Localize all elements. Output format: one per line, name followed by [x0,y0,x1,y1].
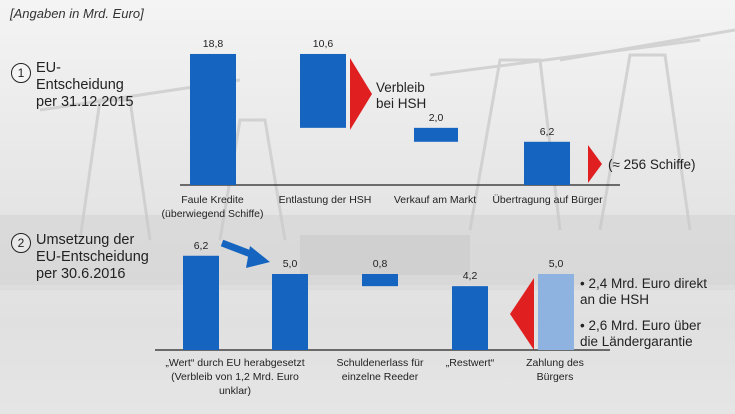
chart1-red-arrow-schiffe [588,145,602,183]
chart1-value-label-1: 18,8 [202,37,224,50]
bullet-landergarantie: • 2,6 Mrd. Euro über die Ländergarantie [580,318,702,349]
chart1-value-label-3: 2,0 [428,111,444,124]
chart1-category-label-3: Verkauf am Markt [393,194,477,206]
chart1-value-label-4: 6,2 [539,125,555,138]
chart1-bar-4 [524,141,570,185]
chart2-value-label-3: 0,8 [372,258,388,270]
chart1-bar-1 [190,53,236,185]
chart2-red-arrow-zahlung [510,278,534,350]
chart1-value-label-2: 10,6 [312,37,334,50]
chart2-bar-2 [272,274,308,350]
note-verbleib: Verbleib bei HSH [376,80,427,111]
chart1-bar-3 [414,127,458,142]
chart1-category-label-2: Entlastung der HSH [278,194,372,206]
bullet-hsh: • 2,4 Mrd. Euro direkt an die HSH [580,276,708,307]
section-1-title: EU- Entscheidung per 31.12.2015 [36,60,134,110]
section-2-number: 2 [11,233,31,253]
chart1-bar-2 [300,53,346,128]
chart2-bar-4 [452,286,488,350]
unit-label: [Angaben in Mrd. Euro] [10,6,144,21]
chart2-category-label-4: „Restwert“ [445,357,495,369]
background-water [0,290,735,414]
chart2-bar-3 [362,274,398,287]
chart2-bar-5 [538,274,574,350]
section-1-number: 1 [11,63,31,83]
section-2-title: Umsetzung der EU-Entscheidung per 30.6.2… [36,232,149,282]
chart2-value-label-5: 5,0 [548,258,564,270]
chart2-category-label-5: Zahlung des Bürgers [526,357,584,383]
chart2-value-label-4: 4,2 [462,270,478,283]
chart1-red-arrow-verbleib [350,58,372,130]
chart2-bar-1 [183,255,219,350]
chart1-category-label-4: Übertragung auf Bürger [492,194,603,206]
chart2-value-label-1: 6,2 [193,239,209,252]
chart1-category-label-1: Faule Kredite (überwiegend Schiffe) [161,194,264,220]
chart2-category-label-1: „Wert“ durch EU herabgesetzt (Verbleib v… [165,357,305,397]
note-schiffe: (≈ 256 Schiffe) [608,157,696,172]
background-ship [300,235,470,275]
chart2-category-label-3: Schuldenerlass für einzelne Reeder [336,357,424,383]
chart2-blue-arrow-head [246,246,270,268]
background-cranes [39,28,735,241]
chart2-value-label-2: 5,0 [282,258,298,270]
